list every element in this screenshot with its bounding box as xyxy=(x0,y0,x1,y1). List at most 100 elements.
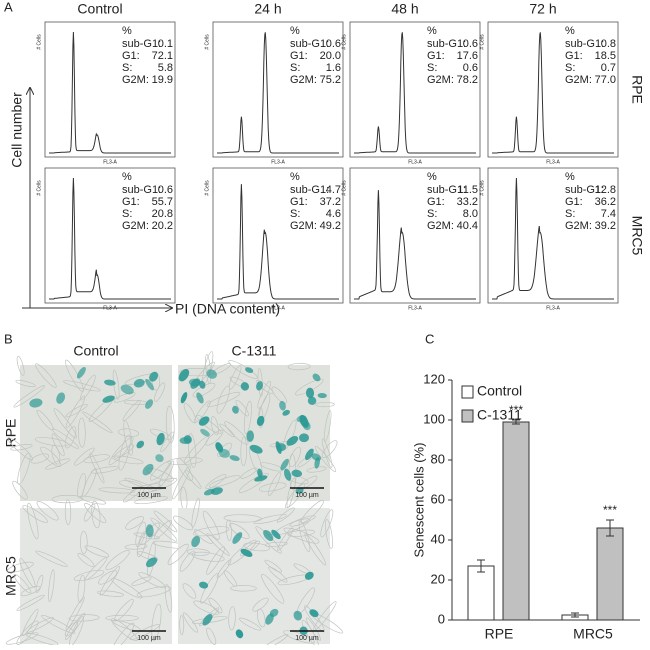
cell-outline xyxy=(35,363,57,388)
stained-cell xyxy=(295,487,304,494)
cell-outline xyxy=(27,502,39,540)
cell-outline xyxy=(179,615,185,635)
cell-outline xyxy=(289,446,301,468)
cell-outline xyxy=(112,620,141,631)
cell-outline xyxy=(137,551,159,561)
cell-outline xyxy=(12,480,28,500)
stat-value: 12.8 xyxy=(595,184,616,196)
cell-outline xyxy=(79,531,88,554)
plot-x-label: FL3-A xyxy=(271,305,285,311)
cell-outline xyxy=(129,624,160,640)
cell-outline xyxy=(256,608,266,628)
x-tick-label: MRC5 xyxy=(573,626,613,642)
stained-cell xyxy=(232,405,239,414)
stat-value: 72.1 xyxy=(152,50,173,62)
micrograph: 100 µm xyxy=(5,499,188,650)
stat-value: 0.6 xyxy=(158,184,173,196)
stained-cell xyxy=(120,384,134,395)
cell-outline xyxy=(134,495,168,505)
cell-outline xyxy=(228,360,258,379)
stained-cell xyxy=(198,416,210,426)
plot-frame xyxy=(487,167,619,304)
stained-cell xyxy=(206,369,217,379)
stained-cell xyxy=(232,532,243,544)
cell-outline xyxy=(223,570,238,587)
cell-outline xyxy=(205,474,227,490)
cell-outline xyxy=(15,379,36,388)
cell-outline xyxy=(210,416,219,436)
cell-outline xyxy=(108,437,134,466)
stained-cell xyxy=(249,444,263,454)
cell-outline xyxy=(321,438,333,469)
stained-cell xyxy=(155,454,164,463)
stained-cell xyxy=(200,428,210,437)
cell-outline xyxy=(51,494,84,504)
bar xyxy=(467,565,495,621)
stat-name: S: xyxy=(290,208,300,220)
stat-name: sub-G1: xyxy=(565,38,604,50)
cell-outline xyxy=(150,517,178,542)
cell-outline xyxy=(253,514,287,525)
error-bar xyxy=(477,559,485,573)
column-header: Control xyxy=(73,343,118,359)
cell-outline xyxy=(64,426,77,449)
cell-outline xyxy=(90,466,119,474)
plot-x-label: FL3-A xyxy=(408,305,422,311)
cell-outline xyxy=(228,606,236,631)
stained-cell xyxy=(314,457,320,469)
stat-value: 0.8 xyxy=(601,38,616,50)
stat-value: 5.8 xyxy=(158,62,173,74)
legend-label: Control xyxy=(477,383,522,399)
cell-outline xyxy=(252,597,269,612)
y-tick-label: 20 xyxy=(431,571,445,586)
stat-name: S: xyxy=(122,62,132,74)
cell-outline xyxy=(324,410,332,442)
cell-outline xyxy=(179,550,196,572)
cell-outline xyxy=(105,614,139,622)
cell-outline xyxy=(73,569,105,582)
legend-swatch xyxy=(461,385,474,399)
cell-outline xyxy=(276,507,295,523)
plot-x-label: FL3-A xyxy=(546,305,560,311)
x-tick-label: RPE xyxy=(485,626,514,642)
cell-outline xyxy=(202,510,220,540)
cell-outline xyxy=(149,460,171,481)
stat-value: 75.2 xyxy=(320,74,341,86)
stained-cell xyxy=(309,609,319,618)
cell-outline xyxy=(98,487,136,494)
cell-outline xyxy=(151,603,162,641)
x-axis-label: PI (DNA content) xyxy=(175,301,280,317)
cell-outline xyxy=(153,510,178,533)
legend-label: C-1311 xyxy=(477,407,522,423)
histogram-curve xyxy=(49,177,171,300)
stat-value: 11.5 xyxy=(457,184,478,196)
cell-outline xyxy=(36,409,54,431)
plot-y-label: # Cells xyxy=(341,34,347,50)
plot-frame xyxy=(349,21,481,158)
cell-outline xyxy=(64,499,72,526)
cell-outline xyxy=(286,477,296,508)
cell-outline xyxy=(35,574,44,593)
stained-cell xyxy=(191,535,201,548)
cell-outline xyxy=(80,374,96,401)
stat-value: 18.5 xyxy=(595,50,616,62)
stained-cell xyxy=(269,608,279,617)
cell-outline xyxy=(259,462,284,472)
cell-outline xyxy=(99,565,120,596)
cell-outline xyxy=(228,365,242,390)
stat-name: sub-G1: xyxy=(565,184,604,196)
cell-outline xyxy=(91,500,101,529)
column-header: C-1311 xyxy=(232,343,277,359)
cell-outline xyxy=(315,401,335,408)
stat-value: 0.6 xyxy=(463,38,478,50)
cell-outline xyxy=(65,403,88,418)
plot-y-label: # Cells xyxy=(479,34,485,50)
scale-bar-label: 100 µm xyxy=(295,635,319,642)
stat-name: G1: xyxy=(565,196,583,208)
stat-value: 37.2 xyxy=(320,196,341,208)
cell-outline xyxy=(113,392,136,403)
stained-cell xyxy=(298,433,310,443)
plot-y-label: # Cells xyxy=(341,180,347,196)
stat-value: 4.6 xyxy=(326,208,341,220)
cell-outline xyxy=(261,633,289,650)
